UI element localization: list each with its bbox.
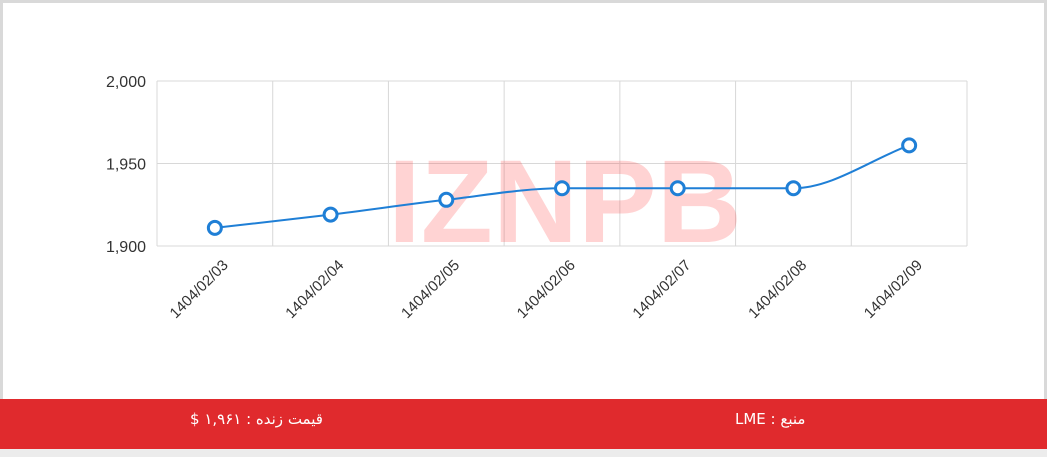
source-label: منبع : LME bbox=[735, 410, 806, 428]
data-point[interactable] bbox=[785, 180, 802, 197]
y-tick-label: 1,900 bbox=[106, 239, 146, 256]
data-point[interactable] bbox=[322, 206, 339, 223]
data-point[interactable] bbox=[438, 191, 455, 208]
x-tick-label: 1404/02/04 bbox=[282, 257, 347, 322]
x-tick-label: 1404/02/09 bbox=[861, 257, 926, 322]
data-point[interactable] bbox=[901, 137, 918, 154]
x-tick-label: 1404/02/03 bbox=[167, 257, 232, 322]
y-tick-label: 1,950 bbox=[106, 157, 146, 174]
data-point[interactable] bbox=[669, 180, 686, 197]
y-axis-ticks: 1,900 1,950 2,000 bbox=[106, 74, 146, 256]
live-price-label: قیمت زنده : ۱,۹۶۱ $ bbox=[190, 410, 323, 428]
footer-bar: قیمت زنده : ۱,۹۶۱ $ منبع : LME bbox=[0, 399, 1047, 449]
x-tick-label: 1404/02/08 bbox=[745, 257, 810, 322]
data-point[interactable] bbox=[206, 219, 223, 236]
series-points bbox=[206, 137, 918, 236]
y-tick-label: 2,000 bbox=[106, 74, 146, 91]
footer-strip bbox=[0, 449, 1047, 457]
data-point[interactable] bbox=[554, 180, 570, 197]
chart-grid bbox=[156, 80, 968, 247]
